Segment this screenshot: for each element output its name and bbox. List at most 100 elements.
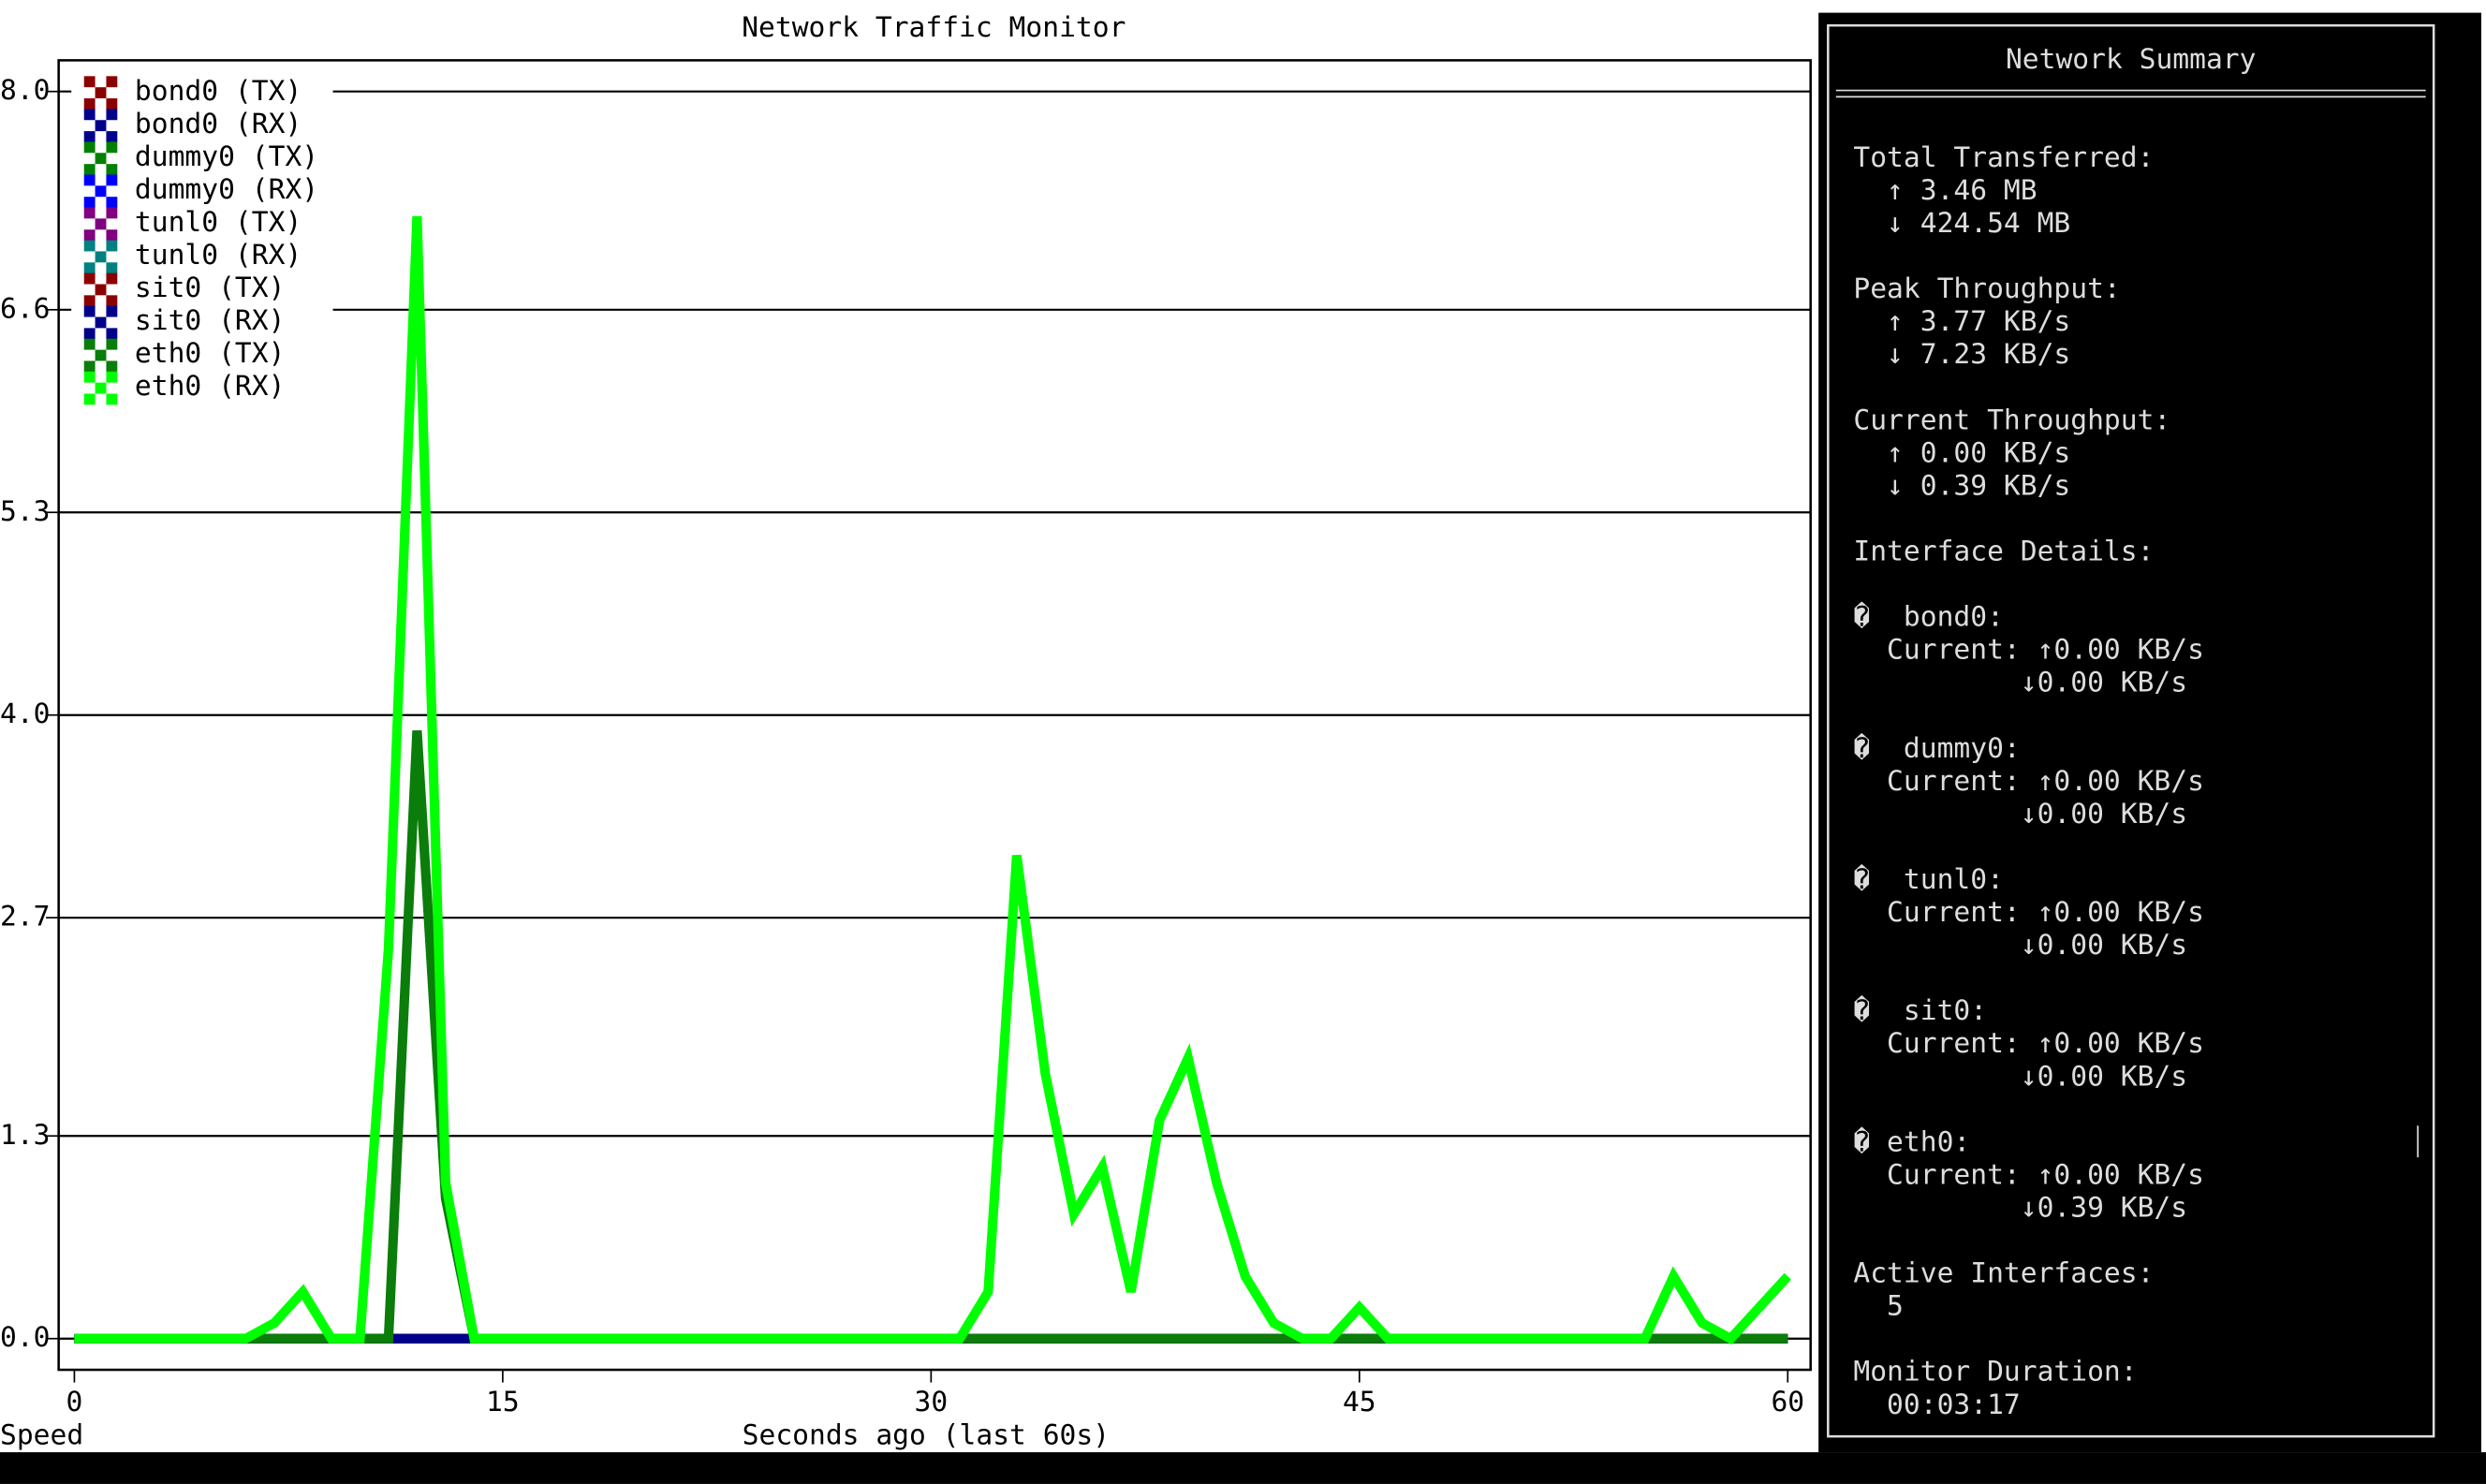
legend-swatch — [83, 109, 96, 121]
legend-swatch — [106, 328, 118, 340]
legend-swatch — [83, 207, 96, 219]
legend-label: eth0 (TX) — [135, 336, 286, 369]
legend-label: eth0 (RX) — [135, 369, 286, 402]
summary-line: ↓0.00 KB/s — [1853, 928, 2187, 961]
series-line — [74, 215, 1792, 1345]
legend-swatch — [95, 349, 107, 361]
legend-label: sit0 (TX) — [135, 271, 286, 303]
legend-label: dummy0 (RX) — [135, 172, 318, 205]
summary-line: 00:03:17 — [1853, 1388, 2020, 1420]
x-tick-label: 30 — [915, 1385, 949, 1418]
summary-border — [1827, 23, 2435, 1438]
summary-line: ↓0.00 KB/s — [1853, 1059, 2187, 1092]
legend-swatch — [83, 164, 96, 175]
legend-swatch — [83, 328, 96, 340]
summary-line: ↓0.00 KB/s — [1853, 797, 2187, 830]
legend-swatch — [83, 295, 96, 307]
summary-line: Current: ↑0.00 KB/s — [1853, 1157, 2204, 1190]
legend-label: dummy0 (TX) — [135, 140, 318, 172]
legend-swatch — [106, 207, 118, 219]
legend-label: tunl0 (RX) — [135, 238, 302, 271]
legend-swatch — [106, 360, 118, 373]
summary-line: Current: ↑0.00 KB/s — [1853, 1026, 2204, 1059]
legend-swatch — [106, 141, 118, 154]
summary-line: 5 — [1853, 1289, 1904, 1322]
legend-swatch — [95, 87, 107, 99]
legend-swatch — [106, 109, 118, 121]
legend-label: tunl0 (TX) — [135, 205, 302, 238]
status-bar — [0, 1452, 2486, 1484]
legend-swatch — [95, 120, 107, 132]
y-tick-label: 4.0 — [0, 697, 51, 729]
summary-line: ↓0.00 KB/s — [1853, 666, 2187, 698]
legend-swatch — [106, 174, 118, 186]
legend-swatch — [106, 197, 118, 209]
legend-swatch — [106, 98, 118, 110]
y-tick-label: 8.0 — [0, 73, 51, 106]
summary-line: Interface Details: — [1853, 534, 2154, 566]
legend-swatch — [83, 174, 96, 186]
summary-line: � bond0: — [1853, 600, 2004, 633]
legend-swatch — [106, 76, 118, 88]
legend-label: bond0 (RX) — [135, 107, 302, 140]
chart-title: Network Traffic Monitor — [742, 10, 1125, 43]
legend-swatch — [106, 371, 118, 383]
summary-title: Network Summary — [2006, 42, 2257, 75]
legend-swatch — [83, 338, 96, 350]
summary-line: ↑ 3.46 MB — [1853, 173, 2037, 206]
summary-line: Total Transferred: — [1853, 140, 2154, 173]
legend-swatch — [83, 393, 96, 405]
summary-line: � eth0: — [1853, 1124, 1970, 1157]
legend-swatch — [83, 240, 96, 252]
legend-label: bond0 (TX) — [135, 74, 302, 107]
legend-swatch — [95, 185, 107, 198]
legend-swatch — [106, 393, 118, 405]
y-tick-label: 5.3 — [0, 494, 51, 527]
summary-line: � sit0: — [1853, 993, 1987, 1026]
legend-swatch — [83, 76, 96, 88]
summary-line: ↑ 0.00 KB/s — [1853, 435, 2070, 468]
y-tick-label: 6.6 — [0, 291, 51, 324]
legend-swatch — [95, 251, 107, 263]
legend-swatch — [106, 295, 118, 307]
legend-swatch — [106, 262, 118, 274]
legend-swatch — [83, 305, 96, 317]
legend-label: sit0 (RX) — [135, 303, 286, 336]
legend-swatch — [95, 218, 107, 230]
summary-line: Monitor Duration: — [1853, 1355, 2137, 1388]
legend-swatch — [95, 284, 107, 296]
summary-line: ↓ 0.39 KB/s — [1853, 468, 2070, 501]
legend-swatch — [83, 141, 96, 154]
summary-line: Active Interfaces: — [1853, 1256, 2154, 1289]
x-tick-label: 0 — [66, 1385, 83, 1418]
x-tick-label: 45 — [1343, 1385, 1376, 1418]
summary-line: Current Throughput: — [1853, 403, 2170, 435]
summary-line: � tunl0: — [1853, 862, 2004, 895]
legend-swatch — [83, 131, 96, 142]
summary-line: Current: ↑0.00 KB/s — [1853, 633, 2204, 666]
legend-swatch — [106, 240, 118, 252]
y-tick-label: 0.0 — [0, 1320, 51, 1353]
summary-line: � dummy0: — [1853, 731, 2020, 764]
legend-swatch — [106, 229, 118, 242]
legend-swatch — [83, 371, 96, 383]
x-tick-label: 60 — [1771, 1385, 1804, 1418]
legend-swatch — [83, 272, 96, 285]
legend-swatch — [83, 262, 96, 274]
y-tick-label: 1.3 — [0, 1118, 51, 1151]
summary-line: ↓ 424.54 MB — [1853, 206, 2070, 239]
legend-swatch — [106, 164, 118, 175]
legend-swatch — [95, 153, 107, 165]
legend-swatch — [83, 197, 96, 209]
legend-swatch — [106, 272, 118, 285]
legend-swatch — [95, 316, 107, 329]
summary-line: ↓ 7.23 KB/s — [1853, 337, 2070, 370]
legend-swatch — [106, 338, 118, 350]
summary-line: ↑ 3.77 KB/s — [1853, 304, 2070, 337]
summary-line: Peak Throughput: — [1853, 272, 2120, 304]
summary-line: Current: ↑0.00 KB/s — [1853, 764, 2204, 797]
legend-swatch — [83, 360, 96, 373]
legend-swatch — [83, 98, 96, 110]
legend-swatch — [83, 229, 96, 242]
